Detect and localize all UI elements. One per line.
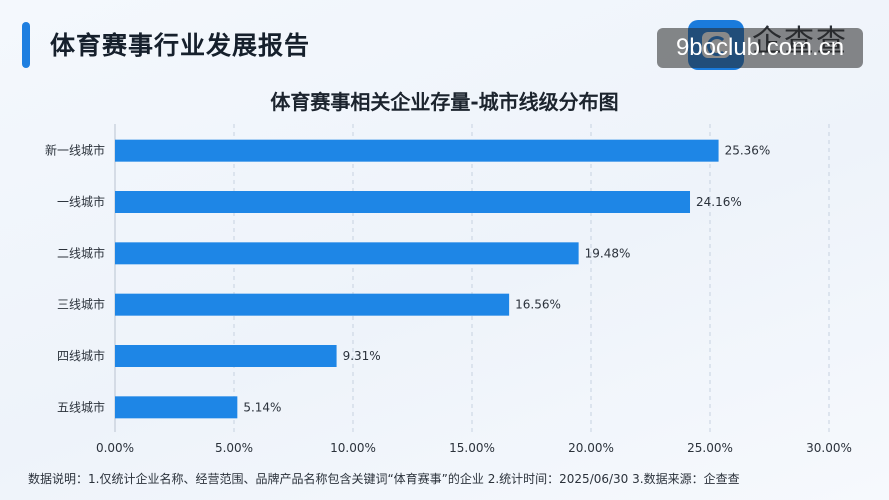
data-label: 19.48% (585, 246, 631, 260)
category-label: 新一线城市 (45, 143, 105, 158)
x-tick-label: 10.00% (330, 441, 376, 455)
data-label: 16.56% (515, 298, 561, 312)
x-tick-label: 25.00% (687, 441, 733, 455)
bar (115, 242, 579, 265)
data-label: 9.31% (343, 349, 381, 363)
bar (115, 139, 719, 162)
report-title: 体育赛事行业发展报告 (50, 31, 311, 60)
x-tick-label: 5.00% (215, 441, 253, 455)
category-label: 三线城市 (57, 297, 105, 312)
data-label: 25.36% (725, 144, 771, 158)
watermark: 9boclub.com.cn (657, 28, 863, 68)
chart-title: 体育赛事相关企业存量-城市线级分布图 (270, 90, 619, 114)
footnote: 数据说明：1.仅统计企业名称、经营范围、品牌产品名称包含关键词“体育赛事”的企业… (28, 472, 740, 486)
x-tick-label: 30.00% (806, 441, 852, 455)
data-label: 24.16% (696, 195, 742, 209)
category-label: 二线城市 (57, 245, 105, 260)
bar (115, 396, 238, 419)
x-tick-label: 15.00% (449, 441, 495, 455)
data-label: 5.14% (243, 400, 281, 414)
bar (115, 345, 337, 367)
bar (115, 293, 510, 316)
x-tick-label: 20.00% (568, 441, 614, 455)
category-label: 五线城市 (57, 399, 105, 414)
bar (115, 191, 691, 213)
category-label: 四线城市 (57, 348, 105, 363)
category-label: 一线城市 (57, 194, 105, 209)
x-tick-label: 0.00% (96, 441, 134, 455)
title-accent-bar (22, 22, 30, 68)
